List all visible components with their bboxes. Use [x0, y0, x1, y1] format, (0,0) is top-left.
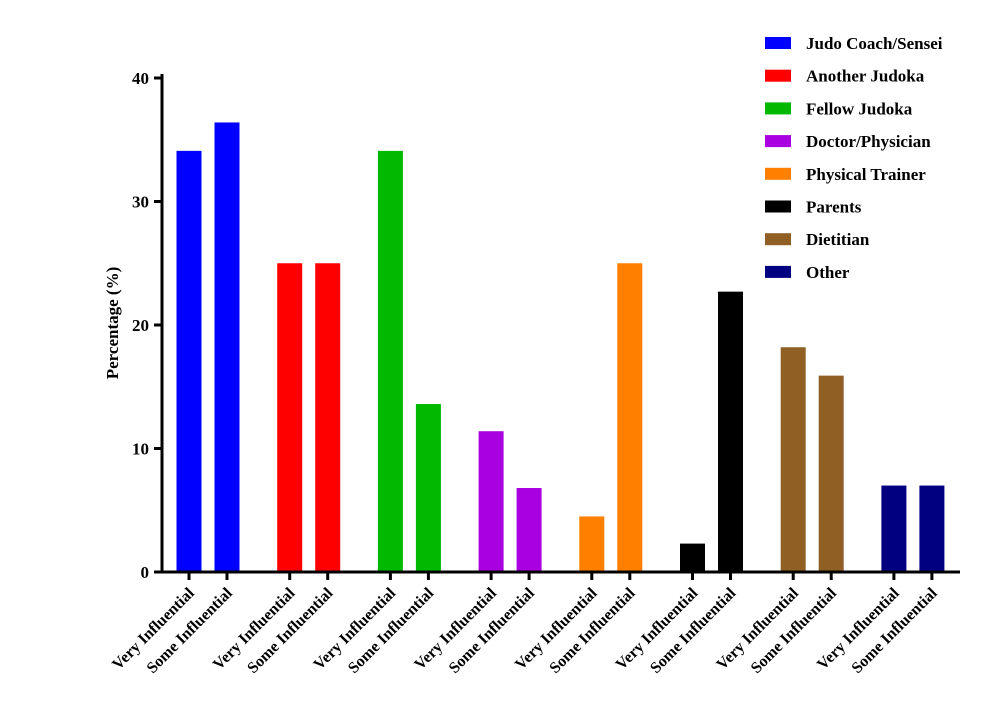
- bar: [818, 375, 844, 572]
- y-ticks-layer: 0 10 20 30 40: [132, 69, 162, 582]
- y-tick-label: 10: [132, 440, 149, 459]
- legend-swatch: [765, 69, 791, 82]
- bar: [377, 150, 403, 573]
- legend-label: Dietitian: [806, 230, 870, 249]
- bar: [780, 347, 806, 572]
- bar: [680, 543, 705, 572]
- y-tick-label: 0: [141, 563, 150, 582]
- bar: [315, 263, 341, 572]
- bar: [617, 263, 643, 572]
- legend-label: Physical Trainer: [806, 165, 926, 184]
- legend-swatch: [765, 265, 791, 278]
- legend-label: Fellow Judoka: [806, 99, 913, 118]
- bar: [919, 485, 945, 572]
- legend-label: Another Judoka: [806, 67, 925, 86]
- legend-label: Doctor/Physician: [806, 132, 931, 151]
- y-tick-label: 30: [132, 193, 149, 212]
- bars-layer: [176, 122, 945, 573]
- bar: [415, 404, 441, 572]
- legend-swatch: [765, 135, 791, 148]
- legend: Judo Coach/Sensei Another Judoka Fellow Ju…: [765, 34, 943, 282]
- bar: [516, 488, 542, 572]
- bar: [881, 485, 907, 572]
- bar: [718, 291, 743, 572]
- legend-swatch: [765, 233, 791, 246]
- bar: [277, 263, 303, 572]
- y-tick-label: 20: [132, 316, 149, 335]
- bar: [478, 431, 504, 572]
- legend-label: Other: [806, 263, 850, 282]
- y-axis-title: Percentage (%): [103, 267, 122, 380]
- legend-label: Parents: [806, 198, 862, 217]
- bar: [176, 150, 202, 573]
- legend-swatch: [765, 102, 791, 115]
- legend-label: Judo Coach/Sensei: [806, 34, 943, 53]
- axes-layer: [160, 74, 960, 574]
- legend-swatch: [765, 37, 791, 49]
- y-tick-label: 40: [132, 69, 149, 88]
- bar: [579, 516, 605, 572]
- bar: [214, 122, 240, 573]
- legend-swatch: [765, 167, 791, 180]
- legend-swatch: [765, 200, 791, 213]
